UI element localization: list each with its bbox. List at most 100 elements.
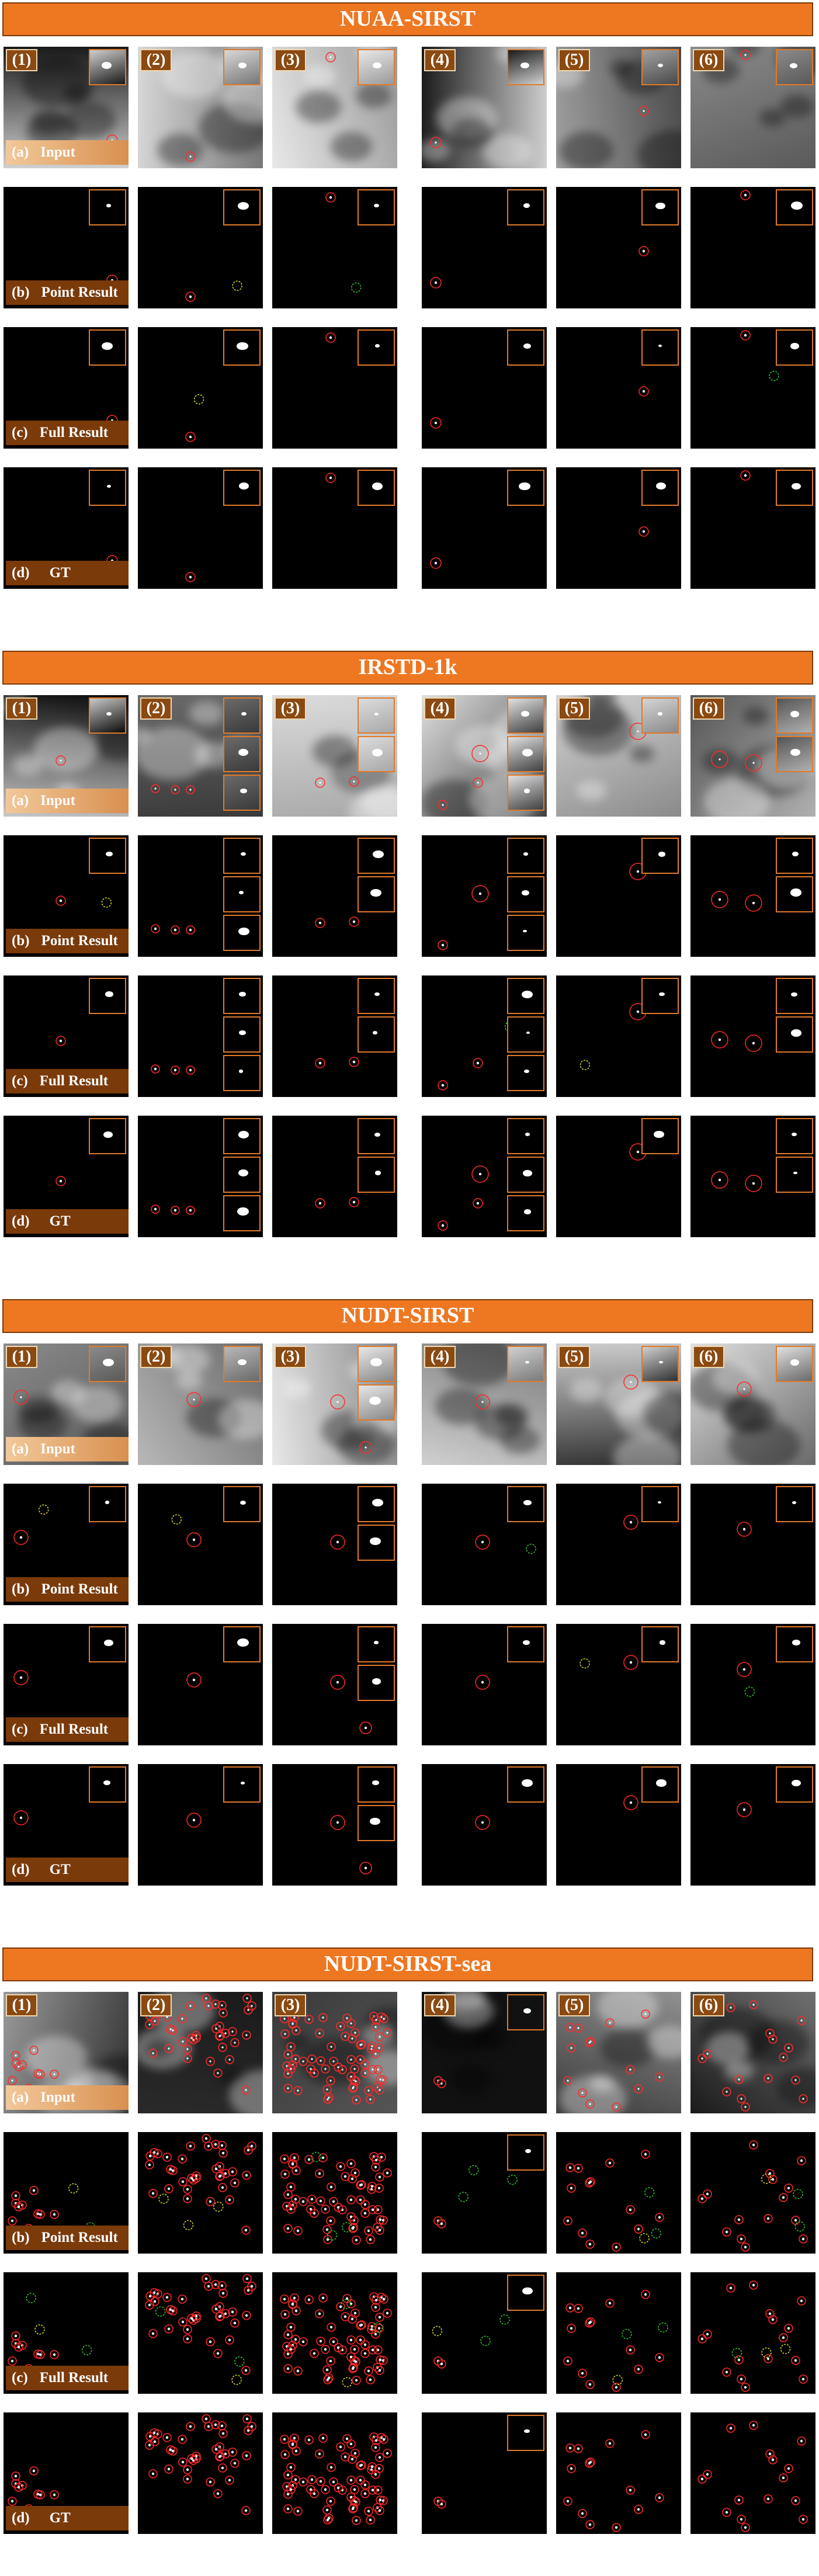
target-overlay (325, 52, 336, 63)
target-marker-circle (151, 1064, 160, 1074)
target-marker-circle (151, 924, 160, 933)
target-marker-circle (749, 2280, 758, 2290)
target-pixel (644, 2013, 647, 2015)
target-pixel (577, 2027, 579, 2029)
target-pixel (351, 2037, 353, 2040)
target-pixel (744, 334, 747, 337)
target-pixel (766, 2497, 770, 2501)
target-pixel (370, 2465, 374, 2469)
target-pixel (339, 2445, 342, 2449)
target-marker-circle (359, 1862, 372, 1874)
missed-target-circle (780, 2344, 791, 2355)
target-marker-circle (373, 2082, 382, 2092)
target-marker-circle (316, 2337, 325, 2346)
target-marker-circle (291, 2306, 301, 2315)
target-pixel (336, 2346, 340, 2349)
missed-target-circle (342, 2377, 353, 2387)
target-pixel (207, 2144, 210, 2148)
target-pixel (329, 2466, 333, 2469)
target-marker-circle (192, 2311, 201, 2321)
target-pixel (336, 1681, 339, 1684)
target-marker-circle (218, 2463, 227, 2473)
zoom-inset (89, 697, 126, 734)
target-pixel (245, 2277, 249, 2280)
column-number-label: (1) (6, 49, 37, 71)
target-marker-circle (325, 332, 336, 343)
target-marker-circle (473, 1198, 483, 1209)
target-pixel (329, 2359, 332, 2363)
target-pixel (570, 2186, 573, 2190)
texture-blob (361, 786, 397, 817)
target-pixel (589, 2320, 592, 2324)
target-pixel (310, 2068, 312, 2070)
target-overlay (563, 2150, 664, 2252)
target-overlay (433, 2076, 446, 2088)
target-marker-circle (791, 2496, 800, 2505)
texture-blob (436, 96, 497, 140)
target-blob (523, 1640, 530, 1645)
target-pixel (169, 2448, 172, 2452)
target-marker-circle (329, 2057, 338, 2066)
target-pixel (363, 2203, 367, 2206)
target-pixel (658, 2076, 661, 2078)
target-pixel (327, 2516, 331, 2520)
target-blob (238, 891, 244, 894)
texture-blob (724, 1397, 776, 1434)
target-marker-circle (367, 2042, 377, 2051)
target-pixel (636, 1010, 640, 1013)
target-blob (237, 202, 249, 210)
figure-row: (1) (a) Input (2) (3) (4) (5) (6) (0, 47, 819, 168)
figure-row: (c) Full Result (0, 2272, 819, 2394)
texture-blob (570, 1379, 604, 1402)
zoom-inset (641, 1626, 679, 1662)
target-pixel (787, 2467, 790, 2470)
target-marker-circle (574, 2304, 583, 2313)
target-marker-circle (360, 2200, 370, 2209)
target-pixel (352, 2366, 355, 2369)
target-pixel (310, 2197, 314, 2201)
target-marker-circle (376, 2355, 385, 2365)
zoom-inset (507, 978, 544, 1014)
target-overlay (438, 745, 489, 810)
target-marker-circle (280, 2435, 289, 2444)
target-overlay (145, 2414, 256, 2515)
target-pixel (372, 2068, 374, 2071)
target-marker-circle (784, 2324, 793, 2333)
prediction-mask (690, 1484, 815, 1605)
prediction-mask (272, 2272, 397, 2394)
target-pixel (566, 2219, 570, 2223)
target-marker-circle (626, 2205, 635, 2214)
target-marker-circle (764, 2074, 773, 2083)
target-marker-circle (306, 2485, 315, 2494)
column-number-label: (5) (558, 1994, 590, 2016)
target-marker-circle (186, 1206, 195, 1215)
input-image: (2) (138, 1992, 263, 2113)
target-pixel (216, 2492, 220, 2495)
target-pixel (355, 2099, 358, 2101)
zoom-inset (776, 49, 813, 85)
target-marker-circle (350, 2485, 359, 2494)
target-marker-circle (346, 2476, 356, 2485)
target-pixel (19, 1536, 23, 1539)
target-pixel (481, 1540, 484, 1544)
texture-blob (338, 1425, 394, 1465)
figure-row: (d) GT (0, 1116, 819, 1237)
target-marker-circle (315, 2169, 324, 2178)
column-number-label: (1) (6, 1346, 37, 1368)
target-marker-circle (11, 2051, 20, 2060)
target-pixel (209, 2340, 212, 2344)
target-marker-circle (178, 2317, 188, 2327)
target-pixel (291, 2162, 294, 2165)
target-overlay (151, 924, 195, 935)
target-marker-circle (784, 2464, 793, 2473)
texture-blob (284, 2033, 311, 2051)
input-image: (1) (a) Input (4, 1343, 129, 1465)
column-number-label: (6) (693, 1994, 724, 2016)
target-pixel (14, 2194, 18, 2197)
target-marker-circle (192, 2031, 201, 2040)
target-marker-circle (330, 1535, 345, 1550)
figure-row: (b) Point Result (0, 835, 819, 957)
target-blob (521, 1779, 533, 1787)
target-marker-circle (703, 2189, 712, 2199)
target-marker-circle (438, 940, 448, 950)
